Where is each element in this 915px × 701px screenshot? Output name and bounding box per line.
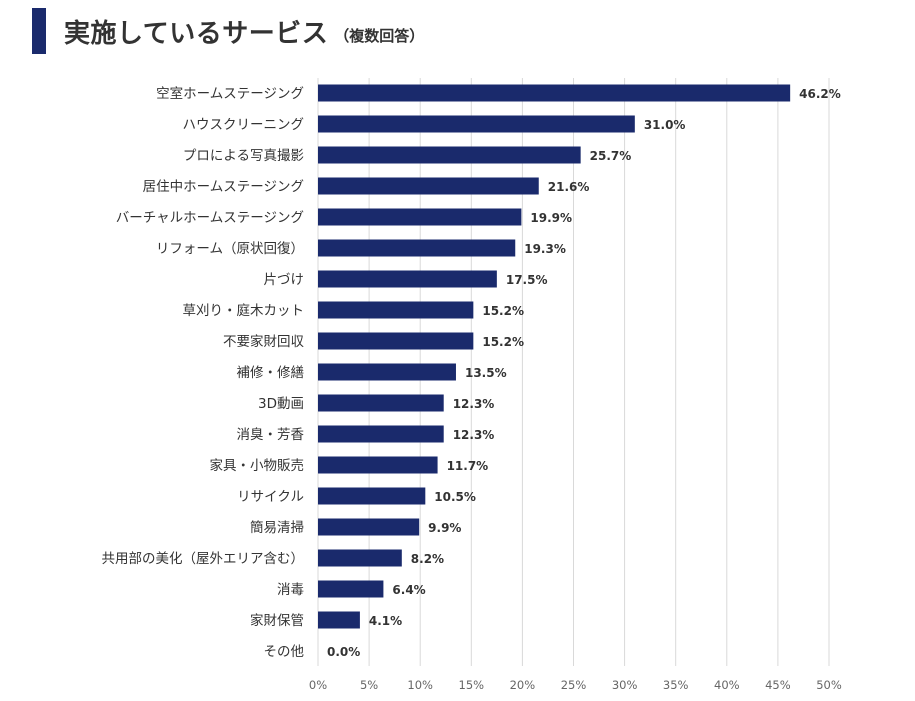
bar — [318, 177, 539, 195]
bar — [318, 394, 444, 412]
value-label: 8.2% — [411, 552, 444, 566]
value-label: 15.2% — [482, 304, 524, 318]
category-label: 家財保管 — [250, 612, 304, 629]
bar — [318, 84, 791, 102]
value-label: 11.7% — [447, 459, 489, 473]
x-tick-label: 40% — [714, 678, 740, 692]
value-label: 17.5% — [506, 273, 548, 287]
value-label: 19.9% — [530, 211, 572, 225]
category-label: リフォーム（原状回復） — [156, 240, 304, 257]
value-label: 4.1% — [369, 614, 402, 628]
category-label: 消毒 — [277, 582, 304, 598]
category-label: リサイクル — [237, 489, 304, 505]
x-tick-label: 45% — [765, 678, 791, 692]
category-label: 簡易清掃 — [250, 519, 304, 536]
category-label: 居住中ホームステージング — [143, 179, 304, 195]
bars-group — [318, 84, 791, 629]
x-tick-label: 35% — [663, 678, 689, 692]
x-tick-label: 10% — [407, 678, 433, 692]
bar — [318, 239, 516, 257]
category-label: 草刈り・庭木カット — [183, 302, 305, 319]
bar — [318, 332, 474, 350]
x-tick-label: 30% — [612, 678, 638, 692]
bar — [318, 115, 635, 133]
bar — [318, 549, 402, 567]
category-label: 片づけ — [264, 272, 305, 288]
value-label: 12.3% — [453, 428, 495, 442]
bar — [318, 456, 438, 474]
category-label: 空室ホームステージング — [156, 85, 304, 102]
category-label: 消臭・芳香 — [237, 427, 305, 443]
x-tick-label: 50% — [816, 678, 842, 692]
bar — [318, 487, 426, 505]
labels-group: 0% 5% 10% 15% 20% 25% 30% 35% 40% 45% 50% 空室ホームステージ… — [102, 85, 842, 692]
title-accent-bar — [32, 8, 46, 54]
value-label: 21.6% — [548, 180, 590, 194]
category-label: 不要家財回収 — [223, 333, 304, 350]
bar — [318, 270, 497, 288]
category-label: ハウスクリーニング — [183, 117, 305, 133]
value-label: 12.3% — [453, 397, 495, 411]
value-label: 0.0% — [327, 645, 360, 659]
value-label: 19.3% — [524, 242, 566, 256]
x-tick-label: 20% — [510, 678, 536, 692]
category-label: その他 — [264, 644, 305, 660]
grid-lines — [317, 78, 830, 666]
bar — [318, 363, 456, 381]
category-label: 家具・小物販売 — [210, 457, 305, 474]
chart-subtitle: （複数回答） — [334, 26, 425, 45]
category-label: プロによる写真撮影 — [183, 147, 304, 164]
value-label: 13.5% — [465, 366, 507, 380]
bar — [318, 301, 474, 319]
chart-title: 実施しているサービス — [64, 18, 329, 49]
x-tick-label: 15% — [459, 678, 485, 692]
value-label: 46.2% — [799, 87, 841, 101]
category-label: 補修・修繕 — [237, 364, 305, 381]
chart-title-block: 実施しているサービス （複数回答） — [32, 8, 424, 54]
bar — [318, 208, 522, 226]
bar — [318, 611, 360, 629]
value-label: 10.5% — [434, 490, 476, 504]
category-label: 3D動画 — [258, 396, 304, 412]
category-label: バーチャルホームステージング — [116, 210, 304, 226]
value-label: 6.4% — [392, 583, 425, 597]
value-label: 25.7% — [590, 149, 632, 163]
bar — [318, 425, 444, 443]
x-tick-label: 0% — [309, 678, 327, 692]
value-label: 9.9% — [428, 521, 461, 535]
category-label: 共用部の美化（屋外エリア含む） — [102, 551, 305, 567]
value-label: 31.0% — [644, 118, 686, 132]
bar — [318, 518, 420, 536]
x-tick-label: 5% — [360, 678, 378, 692]
bar — [318, 580, 384, 598]
x-tick-label: 25% — [561, 678, 587, 692]
value-label: 15.2% — [482, 335, 524, 349]
bar — [318, 146, 581, 164]
